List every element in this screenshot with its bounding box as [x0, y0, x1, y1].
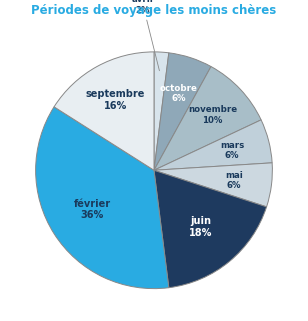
Wedge shape — [36, 107, 169, 289]
Text: octobre
6%: octobre 6% — [160, 84, 198, 103]
Text: mars
6%: mars 6% — [220, 141, 244, 160]
Wedge shape — [154, 163, 272, 207]
Text: juin
18%: juin 18% — [189, 216, 213, 238]
Wedge shape — [54, 52, 154, 170]
Text: septembre
16%: septembre 16% — [86, 89, 145, 110]
Text: avril
2%: avril 2% — [132, 0, 160, 71]
Wedge shape — [154, 66, 261, 170]
Text: février
36%: février 36% — [74, 199, 111, 221]
Title: Périodes de voyage les moins chères: Périodes de voyage les moins chères — [31, 4, 277, 17]
Wedge shape — [154, 170, 266, 288]
Text: novembre
10%: novembre 10% — [188, 106, 237, 125]
Wedge shape — [154, 120, 272, 170]
Wedge shape — [154, 52, 169, 170]
Text: mai
6%: mai 6% — [225, 171, 243, 190]
Wedge shape — [154, 53, 211, 170]
